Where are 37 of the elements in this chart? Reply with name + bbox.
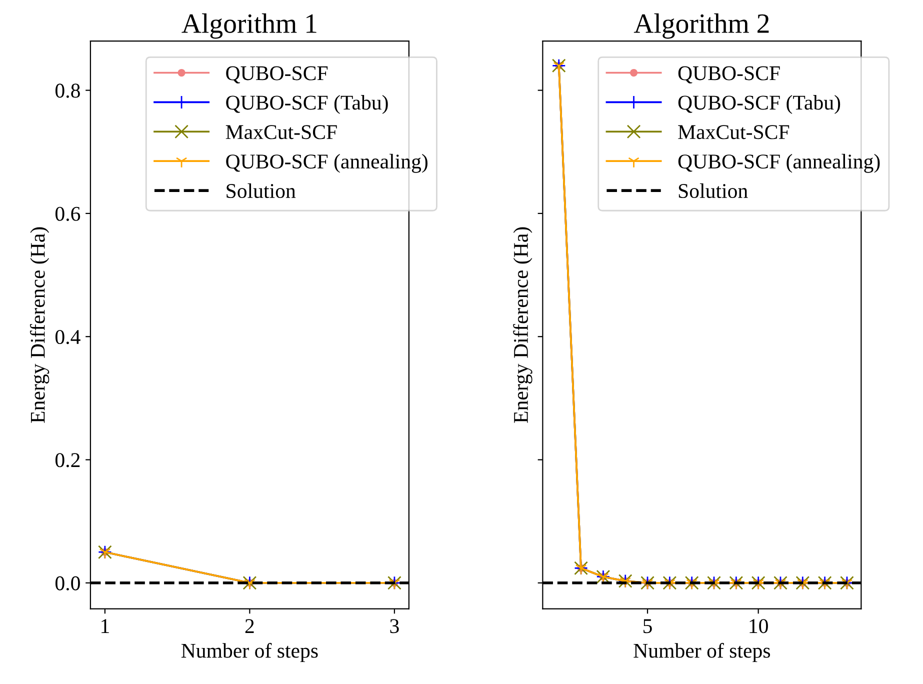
- point: [575, 564, 587, 576]
- legend-label: QUBO-SCF: [226, 66, 328, 84]
- legend-label: QUBO-SCF (annealing): [226, 154, 428, 173]
- legend-label: QUBO-SCF (Tabu): [678, 95, 840, 114]
- legend-label: QUBO-SCF (annealing): [678, 154, 880, 173]
- point: [642, 579, 654, 590]
- x-tick-label: 5: [644, 619, 652, 634]
- x-tick-label: 2: [245, 619, 254, 633]
- x-tick-label: 10: [750, 619, 768, 634]
- point: [752, 579, 764, 590]
- x-tick-label: 3: [390, 619, 399, 634]
- x-axis-title: Number of steps: [181, 642, 318, 662]
- legend-label: QUBO-SCF: [678, 66, 780, 84]
- x-axis-title: Number of steps: [634, 642, 770, 662]
- chart-title: Algorithm 1: [182, 13, 316, 39]
- chart-title: Algorithm 2: [634, 13, 769, 39]
- y-tick-label: 0.4: [55, 330, 80, 344]
- y-tick-label: 0.2: [55, 453, 80, 468]
- point: [819, 579, 831, 590]
- point: [730, 579, 742, 590]
- legend-label: Solution: [678, 183, 748, 198]
- point: [620, 577, 632, 588]
- legend-label: MaxCut-SCF: [678, 125, 790, 140]
- legend-label: QUBO-SCF (Tabu): [226, 95, 388, 114]
- y-axis-title: Energy Difference (Ha): [513, 227, 532, 423]
- y-axis-title: Energy Difference (Ha): [30, 227, 50, 423]
- point: [686, 579, 698, 590]
- y-tick-label: 0.0: [55, 576, 80, 590]
- point: [774, 579, 786, 590]
- y-tick-label: 0.6: [55, 206, 80, 221]
- y-tick-label: 0.8: [55, 84, 80, 98]
- legend-label: MaxCut-SCF: [226, 125, 337, 140]
- x-tick-label: 1: [102, 619, 109, 633]
- point: [796, 579, 808, 590]
- point: [664, 579, 676, 590]
- point: [708, 579, 720, 590]
- legend-label: Solution: [226, 183, 296, 198]
